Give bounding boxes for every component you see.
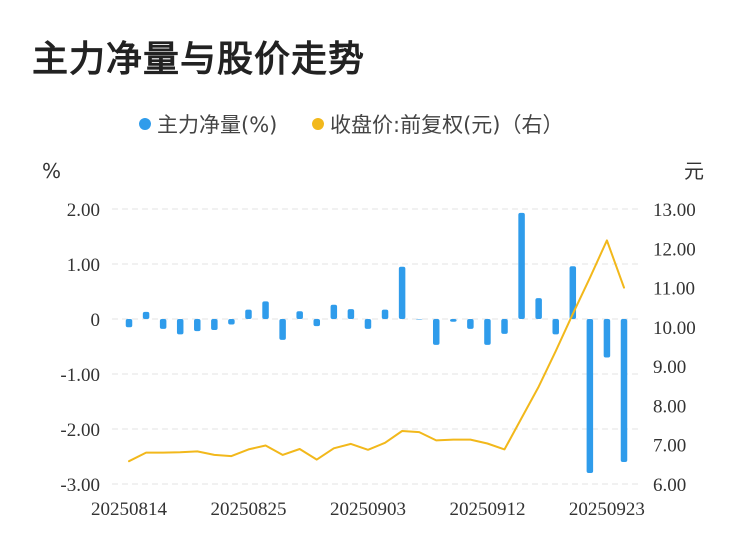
right-tick-label: 12.00 (653, 239, 696, 260)
bar (535, 298, 542, 319)
x-tick-label: 20250814 (91, 499, 168, 520)
right-tick-label: 13.00 (653, 200, 696, 221)
left-axis-ticks: 2.00 1.00 0 -1.00 -2.00 -3.00 (60, 200, 100, 496)
bar (603, 319, 611, 358)
close-price-line (128, 239, 625, 463)
bar (620, 319, 628, 462)
bar (569, 266, 577, 319)
bar (279, 319, 286, 340)
left-tick-label: 1.00 (67, 255, 100, 276)
x-tick-label: 20250912 (449, 499, 525, 520)
bar (432, 319, 440, 345)
bar (159, 319, 167, 329)
left-tick-label: -2.00 (60, 420, 100, 441)
left-axis-unit: % (42, 159, 61, 183)
x-axis-ticks: 20250814 20250825 20250903 20250912 20250923 (91, 499, 645, 520)
right-tick-label: 8.00 (653, 396, 686, 417)
right-tick-label: 9.00 (653, 357, 686, 378)
right-tick-label: 6.00 (653, 475, 686, 496)
left-tick-label: -3.00 (60, 475, 100, 496)
right-axis-unit: 元 (684, 159, 704, 183)
bar (262, 301, 269, 319)
bar (228, 319, 235, 325)
x-tick-label: 20250903 (330, 499, 406, 520)
bar (586, 319, 594, 473)
bar (381, 309, 389, 319)
bar (194, 319, 201, 332)
bar (450, 319, 457, 322)
right-axis-ticks: 13.00 12.00 11.00 10.00 9.00 8.00 7.00 6.00 (653, 200, 696, 496)
legend: 主力净量(%) 收盘价:前复权(元)（右） (139, 113, 563, 137)
left-tick-label: -1.00 (60, 365, 100, 386)
line-series-close-price (128, 239, 625, 463)
bar (552, 319, 559, 335)
bar (245, 309, 252, 319)
bar-series-main-net-volume (125, 212, 628, 473)
bar (347, 309, 355, 319)
bar (142, 311, 150, 319)
legend-label-close-price: 收盘价:前复权(元)（右） (330, 113, 563, 137)
bar (415, 319, 423, 320)
x-tick-label: 20250825 (210, 499, 286, 520)
bar (484, 319, 491, 345)
left-tick-label: 0 (91, 310, 101, 331)
bar (364, 319, 372, 329)
legend-label-main-net-volume: 主力净量(%) (157, 113, 277, 137)
right-tick-label: 10.00 (653, 318, 696, 339)
bar (518, 212, 525, 319)
bar (313, 319, 321, 327)
bar (125, 319, 133, 328)
bar (398, 266, 406, 319)
bar (501, 319, 508, 334)
bar (296, 311, 303, 319)
x-tick-label: 20250923 (569, 499, 645, 520)
right-tick-label: 7.00 (653, 436, 686, 457)
legend-dot-main-net-volume (139, 118, 151, 130)
chart-title: 主力净量与股价走势 (32, 39, 366, 80)
bar (176, 319, 184, 335)
bar (211, 319, 218, 330)
left-tick-label: 2.00 (67, 200, 100, 221)
bar (467, 319, 474, 329)
bar (330, 304, 338, 319)
gridlines (112, 208, 640, 485)
legend-dot-close-price (312, 118, 324, 130)
right-tick-label: 11.00 (653, 279, 695, 300)
